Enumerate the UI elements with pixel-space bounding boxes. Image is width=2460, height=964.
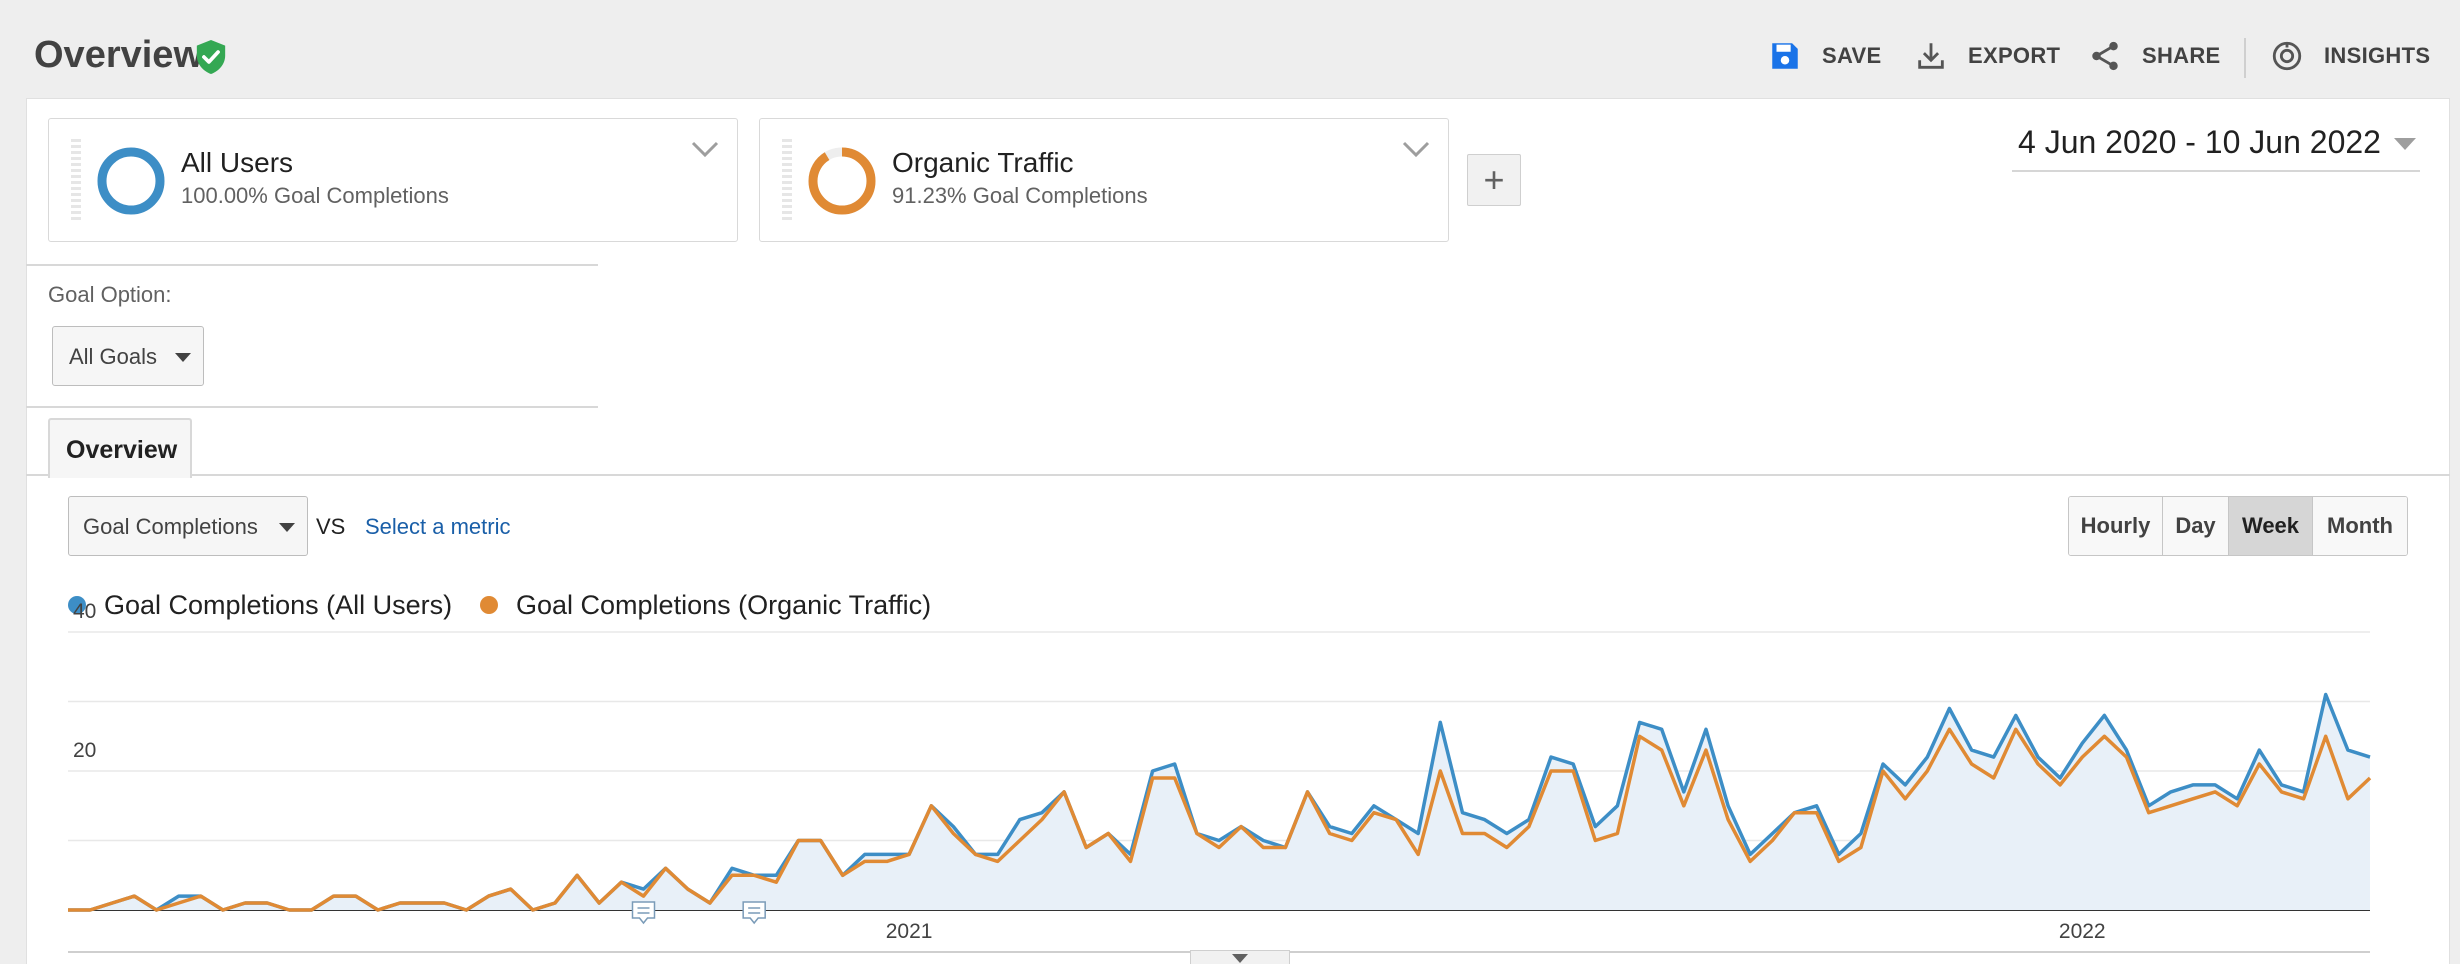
segment-card-all-users[interactable]: All Users 100.00% Goal Completions bbox=[48, 118, 738, 242]
tab-label: Overview bbox=[66, 436, 178, 464]
share-icon bbox=[2092, 41, 2118, 71]
legend-label: Goal Completions (All Users) bbox=[104, 589, 453, 620]
divider bbox=[26, 264, 598, 266]
verified-shield-icon bbox=[196, 40, 226, 74]
segment-subtitle: 100.00% Goal Completions bbox=[181, 183, 449, 208]
legend-item-all-users[interactable]: Goal Completions (All Users) bbox=[68, 588, 452, 622]
legend-item-organic-traffic[interactable]: Goal Completions (Organic Traffic) bbox=[480, 588, 931, 622]
granularity-toggle: Hourly Day Week Month bbox=[2068, 496, 2408, 556]
tab-bar-line bbox=[26, 474, 2450, 476]
drag-handle[interactable] bbox=[71, 139, 81, 223]
granularity-month-button[interactable]: Month bbox=[2313, 497, 2407, 555]
download-icon bbox=[1918, 43, 1944, 69]
insights-icon bbox=[2272, 41, 2302, 71]
select-metric-link[interactable]: Select a metric bbox=[365, 514, 511, 539]
export-label: EXPORT bbox=[1968, 43, 2061, 68]
caret-down-icon bbox=[2394, 138, 2416, 150]
granularity-hourly-button[interactable]: Hourly bbox=[2069, 497, 2163, 555]
save-icon bbox=[1772, 43, 1798, 69]
export-button[interactable]: EXPORT bbox=[1914, 36, 2060, 76]
caret-down-icon bbox=[175, 353, 191, 362]
add-segment-button[interactable]: + bbox=[1467, 154, 1521, 206]
metric-select-value: Goal Completions bbox=[83, 514, 258, 539]
segment-ring-icon bbox=[97, 147, 165, 215]
legend-dot-icon bbox=[68, 596, 86, 614]
page-title: Overview bbox=[34, 34, 203, 76]
segment-card-organic-traffic[interactable]: Organic Traffic 91.23% Goal Completions bbox=[759, 118, 1449, 242]
chart-expand-tab[interactable] bbox=[1190, 950, 1290, 964]
drag-handle[interactable] bbox=[782, 139, 792, 223]
share-label: SHARE bbox=[2142, 43, 2221, 68]
segment-subtitle: 91.23% Goal Completions bbox=[892, 183, 1148, 208]
date-range-label: 4 Jun 2020 - 10 Jun 2022 bbox=[2018, 124, 2381, 160]
goal-option-value: All Goals bbox=[69, 344, 158, 369]
goal-option-select[interactable]: All Goals bbox=[52, 326, 204, 386]
divider bbox=[26, 406, 598, 408]
insights-label: INSIGHTS bbox=[2324, 43, 2431, 68]
vs-label: VS bbox=[316, 514, 346, 539]
granularity-week-button[interactable]: Week bbox=[2229, 497, 2313, 555]
legend-label: Goal Completions (Organic Traffic) bbox=[516, 589, 932, 620]
share-button[interactable]: SHARE bbox=[2088, 36, 2221, 76]
segment-name: All Users bbox=[181, 147, 294, 178]
caret-down-icon bbox=[279, 523, 295, 532]
goal-option-label: Goal Option: bbox=[48, 282, 172, 307]
segment-name: Organic Traffic bbox=[892, 147, 1074, 178]
insights-button[interactable]: INSIGHTS bbox=[2270, 36, 2430, 76]
tab-overview[interactable]: Overview bbox=[48, 418, 192, 478]
granularity-day-button[interactable]: Day bbox=[2163, 497, 2229, 555]
save-button[interactable]: SAVE bbox=[1768, 36, 1881, 76]
chevron-down-icon[interactable] bbox=[689, 137, 721, 161]
toolbar-divider bbox=[2244, 38, 2246, 78]
top-bar: Overview SAVE EXPORT SHARE bbox=[0, 0, 2460, 100]
legend-dot-icon bbox=[480, 596, 498, 614]
metric-select[interactable]: Goal Completions bbox=[68, 496, 308, 556]
caret-down-icon bbox=[1232, 954, 1248, 963]
save-label: SAVE bbox=[1822, 43, 1882, 68]
date-range-picker[interactable]: 4 Jun 2020 - 10 Jun 2022 bbox=[2012, 120, 2420, 172]
chevron-down-icon[interactable] bbox=[1400, 137, 1432, 161]
segment-ring-icon bbox=[808, 147, 876, 215]
